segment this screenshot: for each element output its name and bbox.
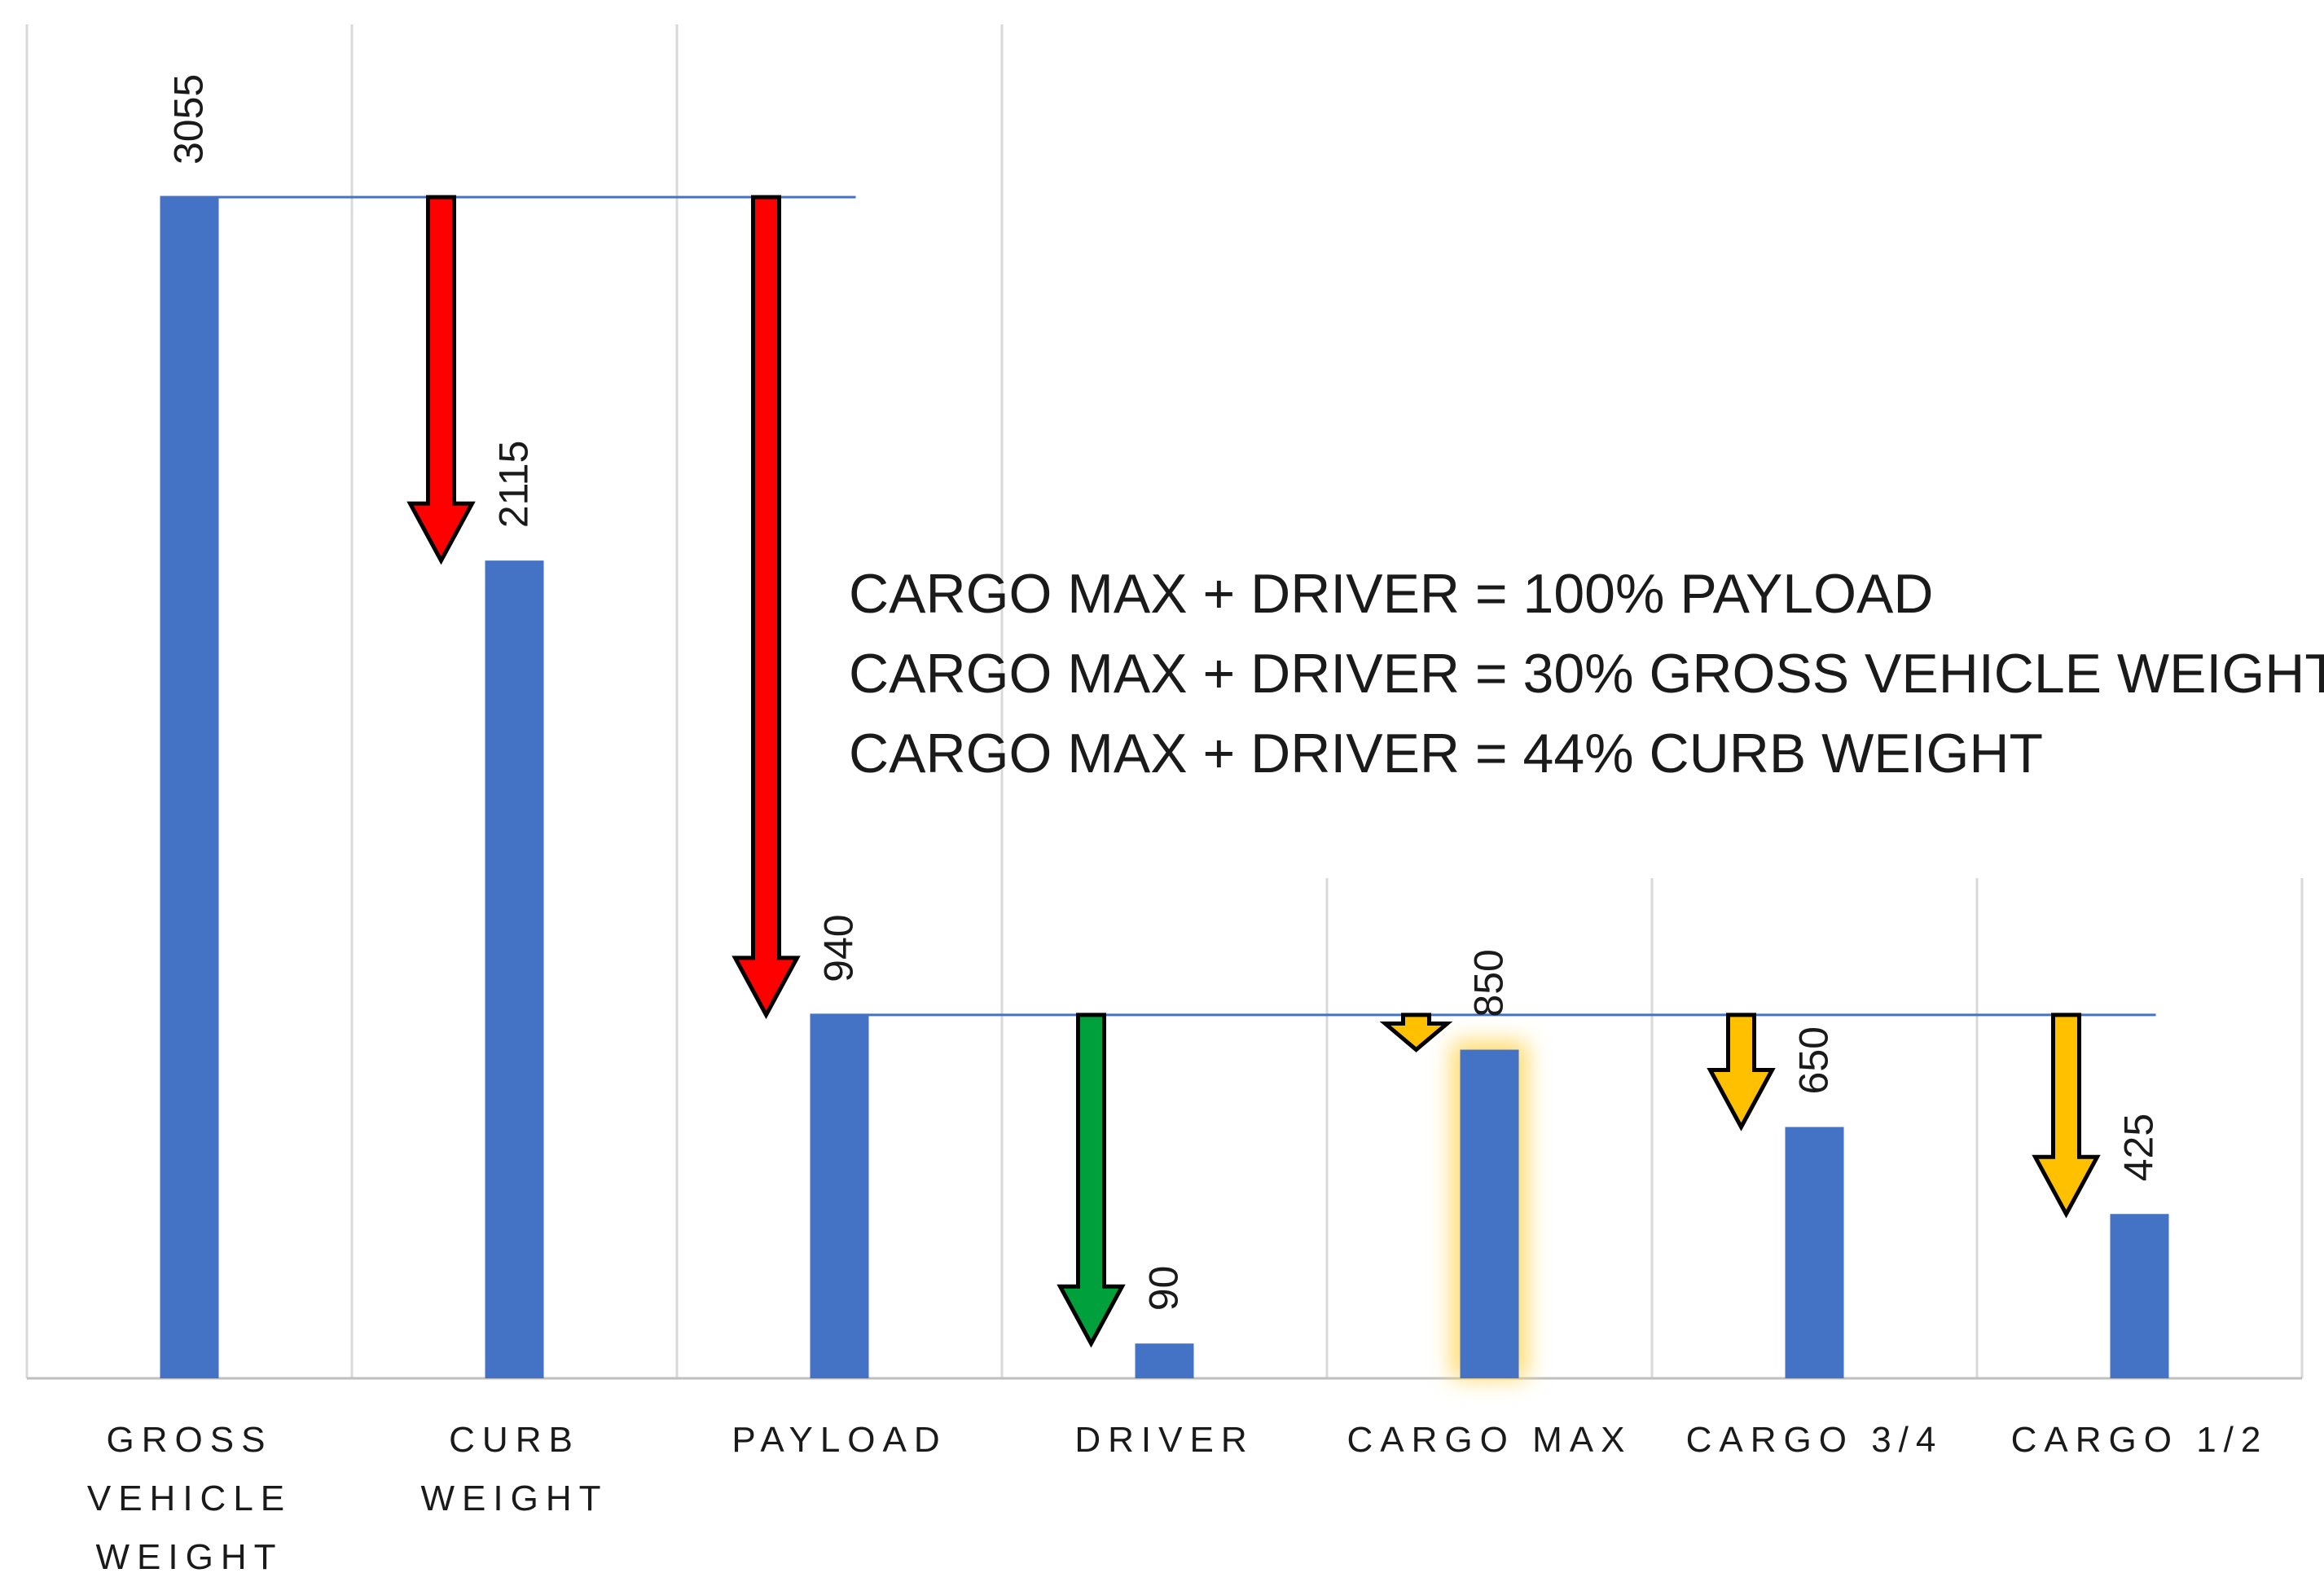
- category-label: DRIVER: [1074, 1420, 1254, 1460]
- reference-lines: [160, 196, 2156, 1017]
- category-label: CARGO 3/4: [1686, 1420, 1944, 1460]
- value-labels: 3055 2115 940 90 850 650 425: [166, 74, 2162, 1312]
- category-label: CURB WEIGHT: [421, 1420, 608, 1518]
- value-label: 2115: [491, 441, 537, 529]
- annotation-block: CARGO MAX + DRIVER = 100% PAYLOAD CARGO M…: [849, 563, 2324, 784]
- annotation-line: CARGO MAX + DRIVER = 30% GROSS VEHICLE W…: [849, 643, 2324, 705]
- bar-payload: [810, 1014, 869, 1378]
- category-label: PAYLOAD: [731, 1420, 947, 1460]
- value-label: 650: [1791, 1026, 1837, 1094]
- bar-cargo-3-4: [1785, 1127, 1844, 1378]
- value-label: 425: [2116, 1114, 2162, 1181]
- category-label: CARGO MAX: [1347, 1420, 1632, 1460]
- arrow-down-icon: [1379, 1013, 1453, 1052]
- arrows: [406, 195, 2101, 1348]
- arrow-down-icon: [731, 195, 801, 1020]
- value-label: 3055: [166, 74, 212, 165]
- bar-cargo-max: [1460, 1049, 1519, 1378]
- category-label: GROSS VEHICLE WEIGHT: [87, 1420, 292, 1577]
- bars: [160, 197, 2169, 1378]
- category-labels: GROSS VEHICLE WEIGHT CURB WEIGHT PAYLOAD DRIVE…: [87, 1420, 2269, 1577]
- arrow-down-icon: [1707, 1013, 1776, 1131]
- annotation-line: CARGO MAX + DRIVER = 44% CURB WEIGHT: [849, 723, 2043, 784]
- annotation-line: CARGO MAX + DRIVER = 100% PAYLOAD: [849, 563, 1933, 625]
- arrow-down-icon: [406, 195, 476, 565]
- value-label: 850: [1466, 949, 1512, 1017]
- category-label: CARGO 1/2: [2011, 1420, 2269, 1460]
- arrow-down-icon: [1057, 1013, 1126, 1348]
- bar-driver: [1135, 1343, 1194, 1378]
- value-label: 940: [816, 914, 862, 982]
- bar-cargo-1-2: [2110, 1214, 2169, 1378]
- bar-curb-weight: [485, 560, 544, 1378]
- arrow-down-icon: [2032, 1013, 2101, 1219]
- value-label: 90: [1141, 1266, 1187, 1312]
- bar-gross-vehicle-weight: [160, 197, 219, 1378]
